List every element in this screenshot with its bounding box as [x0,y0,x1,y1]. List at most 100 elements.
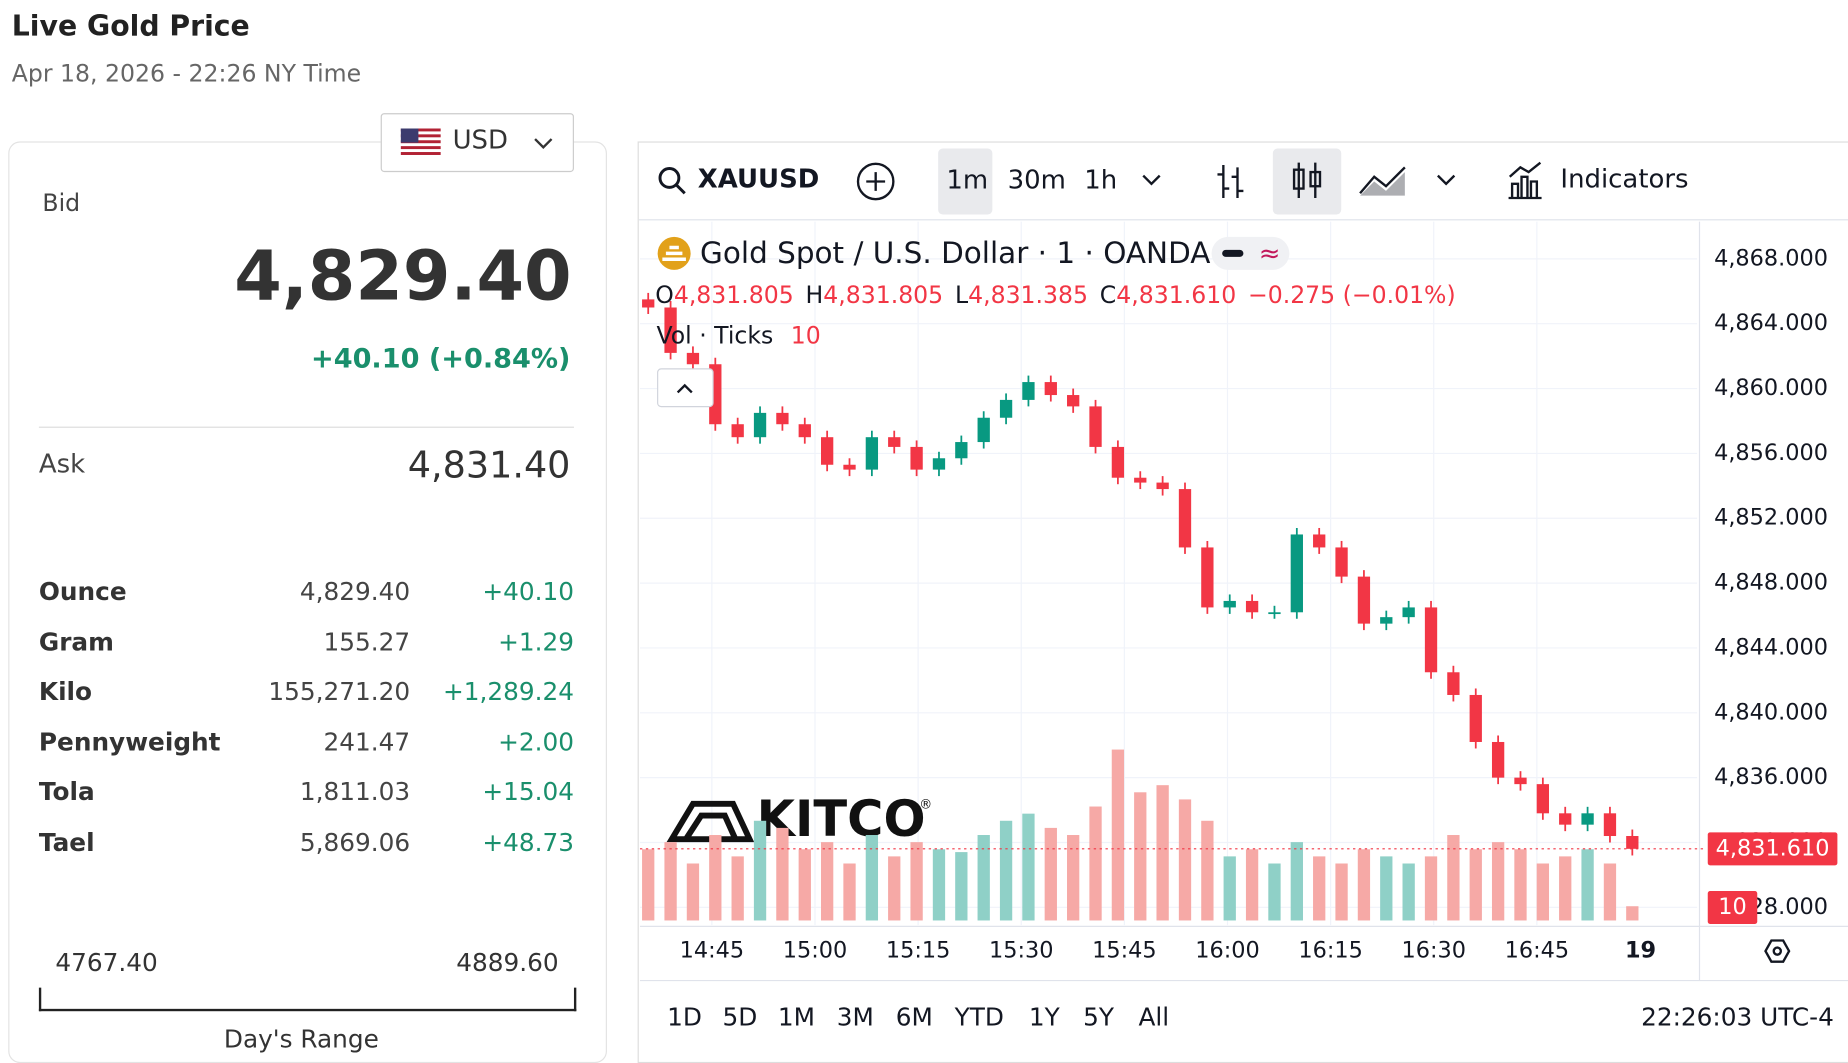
volume-bar [1559,856,1572,921]
volume-bar [776,827,789,921]
unit-change: +15.04 [482,777,574,807]
candle-body [1603,813,1617,837]
unit-change: +1,289.24 [442,677,574,706]
bid-label: Bid [42,188,81,217]
volume-bar [1201,820,1214,921]
volume-bar [932,849,946,921]
x-tick-label: 15:45 [1092,938,1156,964]
volume-bar [1335,863,1348,921]
candle-body [1067,395,1080,407]
y-tick-label: 4,836.000 [1714,764,1828,790]
volume-bar [1357,849,1371,921]
ohlc-key: O [655,280,674,308]
ask-price: 4,831.40 [407,444,571,487]
chart: 14:45 15:00 15:15 15:30 15:45 16:00 16:15 16:30… [639,221,1848,982]
volume-bar [753,820,767,921]
volume-value: 10 [791,322,821,350]
unit-change: +48.73 [482,827,574,857]
candle-body [1134,477,1147,483]
bar-type-icon[interactable] [1214,163,1249,201]
candle-body [1491,741,1505,778]
wrapper: Live Gold Price Apr 18, 2026 - 22:26 NY … [8,9,1848,1063]
interval[interactable]: 1m [946,166,989,196]
volume-bar [798,849,811,921]
volume-bar [1313,856,1326,921]
volume-bar [1402,863,1415,921]
candle-body [1156,482,1169,490]
period-button[interactable]: 1Y [1028,1002,1060,1032]
symbol[interactable]: XAUUSD [697,164,820,195]
candle-body [999,399,1013,418]
collapse-button[interactable] [657,368,714,408]
toolbar-divider [638,219,1848,221]
ohlc-key: H [806,280,824,308]
volume-bar [1245,849,1259,921]
candle-body [776,412,789,425]
period-button[interactable]: 5D [722,1002,758,1032]
x-tick-label: 16:00 [1195,938,1259,964]
candle-body [1447,672,1460,695]
volume-bar [1223,856,1236,921]
candle-body [1514,777,1527,785]
y-tick-label: 4,848.000 [1714,570,1828,596]
candle-body [843,464,856,470]
x-tick-label: 15:00 [783,938,847,964]
volume-bar [820,842,834,921]
unit-price: 155.27 [323,627,411,656]
interval[interactable]: 30m [1007,166,1066,196]
candle-body [1201,547,1214,608]
add-symbol[interactable] [856,161,896,201]
search-icon[interactable] [658,165,689,198]
currency-select[interactable]: USD [380,113,574,173]
page: Live Gold Price Apr 18, 2026 - 22:26 NY … [8,9,1848,1063]
volume-bar [843,863,856,921]
volume-bar [686,863,700,921]
indicators-icon[interactable] [1506,160,1544,200]
flag [400,128,441,157]
unit-name: Gram [38,627,114,656]
range-high: 4889.60 [456,948,559,978]
candle-body [1402,607,1415,618]
period-button[interactable]: 1D [667,1002,702,1032]
candle-body [1245,600,1259,613]
period-button[interactable]: 3M [836,1002,874,1032]
x-tick-label: 15:30 [989,938,1053,964]
interval[interactable]: 1h [1084,166,1118,196]
candle-body [753,412,767,438]
volume-bar [731,856,744,921]
range-bar [38,987,577,1012]
interval-menu[interactable] [1141,173,1162,187]
legend-title: Gold Spot / U.S. Dollar · 1 · OANDA [700,236,1210,270]
volume-bar [1626,906,1639,921]
y-tick-label: 4,844.000 [1714,634,1828,660]
clock: 22:26:03 UTC-4 [1641,1002,1834,1032]
y-tick-label: 4,860.000 [1714,375,1828,401]
unit-name: Pennyweight [38,727,221,757]
page-title: Live Gold Price [11,9,250,43]
unit-price: 1,811.03 [299,777,411,807]
compare-menu[interactable] [1435,173,1456,187]
period-button[interactable]: 1M [777,1002,815,1032]
volume-bar [1134,792,1147,921]
candle-type-icon[interactable] [1289,160,1324,200]
volume-bar [1469,849,1482,921]
candle-body [977,417,990,443]
candle-body [1290,534,1303,613]
compare-icon[interactable] [1358,163,1410,198]
period-button[interactable]: All [1138,1002,1170,1032]
period-button[interactable]: 6M [895,1002,933,1032]
volume-bar [1603,863,1617,921]
candle-body [642,299,655,308]
candle-body [1424,607,1438,673]
period-button[interactable]: 5Y [1083,1002,1114,1032]
indicators[interactable]: Indicators [1560,164,1689,195]
unit-price: 241.47 [323,727,411,757]
active-type-bg [1272,148,1342,215]
candle-body [1044,382,1057,396]
active-interval-bg [938,148,993,215]
ohlc-change: −0.275 (−0.01%) [1248,280,1456,308]
divider [38,426,574,428]
period-button[interactable]: YTD [954,1002,1004,1032]
candle-body [1380,617,1393,624]
volume-bar [1424,856,1438,921]
